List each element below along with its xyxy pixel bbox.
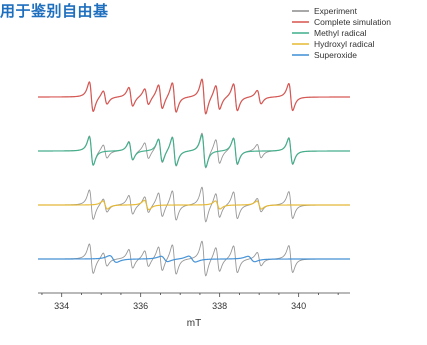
- series-line: [38, 132, 350, 169]
- series-line: [38, 134, 350, 169]
- legend-item: Complete simulation: [292, 17, 391, 27]
- legend-label: Experiment: [314, 6, 358, 16]
- series-line: [38, 199, 350, 211]
- x-axis: 334 336 338 340: [38, 292, 350, 311]
- trace-group: [38, 240, 350, 277]
- series-line: [38, 255, 350, 263]
- page-title: 用于鉴别自由基: [0, 3, 109, 20]
- trace-group: [38, 186, 350, 223]
- legend-item: Methyl radical: [292, 28, 367, 38]
- legend-item: Superoxide: [292, 50, 357, 60]
- series-line: [38, 78, 350, 115]
- x-tick-label: 340: [291, 301, 306, 311]
- series-line: [38, 78, 350, 115]
- x-tick-label: 334: [54, 301, 69, 311]
- x-tick-label: 336: [133, 301, 148, 311]
- legend-label: Methyl radical: [314, 28, 367, 38]
- trace-group: [38, 78, 350, 115]
- series-line: [38, 240, 350, 277]
- x-tick-label: 338: [212, 301, 227, 311]
- series-line: [38, 186, 350, 223]
- trace-stack: [38, 78, 350, 277]
- x-axis-label: mT: [187, 318, 201, 329]
- legend-item: Experiment: [292, 6, 358, 16]
- legend-label: Complete simulation: [314, 17, 391, 27]
- legend-item: Hydroxyl radical: [292, 39, 375, 49]
- trace-group: [38, 132, 350, 169]
- legend-label: Hydroxyl radical: [314, 39, 375, 49]
- legend-label: Superoxide: [314, 50, 357, 60]
